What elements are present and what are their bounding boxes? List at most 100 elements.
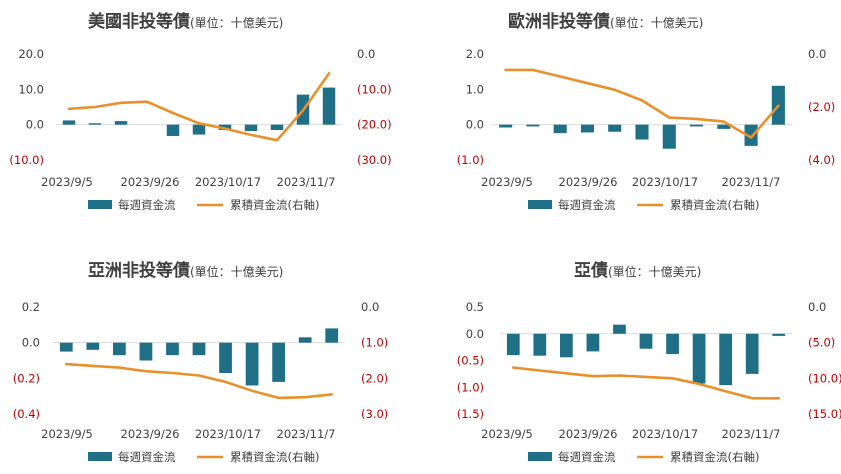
right-axis-tick: 0.0 (361, 300, 379, 314)
left-axis-tick: 0.0 (26, 118, 44, 132)
x-axis-tick: 2023/9/5 (41, 427, 93, 441)
flow-bar (613, 324, 626, 334)
right-axis-tick: (5.0) (808, 336, 835, 350)
x-axis-tick: 2023/9/26 (121, 427, 180, 441)
legend: 每週資金流 累積資金流(右軸) (88, 198, 319, 212)
flow-bar (112, 342, 126, 356)
flow-bar (553, 124, 567, 134)
flow-bar (245, 342, 259, 386)
legend-line-label: 累積資金流(右軸) (230, 198, 319, 212)
left-axis-tick: (1.0) (457, 153, 484, 167)
x-axis-tick: 2023/9/26 (121, 175, 180, 189)
legend-line-label: 累積資金流(右軸) (230, 450, 319, 464)
chart-panel-4: 亞債(單位：十億美元) 0.5 0.0 (0.5) (1.0) (1.5) 0.0 (5.0)… (457, 260, 841, 464)
left-axis-tick: 10.0 (18, 82, 44, 96)
flow-bar (666, 333, 679, 355)
chart-title-main: 美國非投等債 (88, 11, 190, 32)
left-axis-tick: (0.5) (457, 354, 484, 368)
flow-bar (639, 333, 653, 349)
legend: 每週資金流 累積資金流(右軸) (528, 198, 759, 212)
legend-bar-swatch (88, 200, 112, 209)
left-axis-tick: (1.0) (457, 380, 484, 394)
left-axis-tick: 0.0 (466, 327, 484, 341)
flow-bar (219, 342, 232, 373)
legend-line-label: 累積資金流(右軸) (670, 450, 759, 464)
chart-panel-3: 亞洲非投等債(單位：十億美元) 0.2 0.0 (0.2) (0.4) 0.0 (1.0) (… (13, 260, 389, 464)
right-axis-tick: (4.0) (808, 153, 835, 167)
right-axis-tick: (2.0) (361, 371, 388, 385)
left-axis-tick: 2.0 (466, 47, 484, 61)
flow-bar (635, 124, 649, 140)
chart-title: 歐洲非投等債(單位：十億美元) (508, 11, 703, 32)
flow-bar (192, 342, 206, 356)
left-axis-tick: (1.5) (457, 407, 484, 421)
flow-bar (506, 333, 520, 356)
flow-bar (580, 124, 594, 133)
right-axis-tick: (15.0) (808, 407, 841, 421)
flow-bar (526, 124, 540, 127)
x-axis-tick: 2023/11/7 (277, 427, 336, 441)
right-axis-tick: (30.0) (357, 153, 392, 167)
x-axis-tick: 2023/9/26 (559, 427, 618, 441)
left-axis-tick: (10.0) (9, 153, 44, 167)
flow-bar (59, 342, 73, 352)
flow-bar (139, 342, 153, 361)
chart-title-main: 亞債 (574, 260, 608, 281)
flow-bar (692, 333, 706, 384)
flow-bar (192, 124, 206, 135)
left-axis-tick: 0.5 (466, 300, 484, 314)
right-axis-tick: (10.0) (357, 82, 392, 96)
legend-bar-swatch (528, 200, 552, 209)
flow-bar (745, 333, 759, 374)
chart-title-main: 歐洲非投等債 (508, 11, 610, 32)
legend-bar-swatch (88, 452, 112, 461)
right-axis-tick: 0.0 (808, 300, 826, 314)
right-axis-tick: (3.0) (361, 407, 388, 421)
legend-bar-swatch (528, 452, 552, 461)
x-axis-tick: 2023/11/7 (722, 175, 781, 189)
chart-panel-1: 美國非投等債(單位：十億美元) 20.0 10.0 0.0 (10.0) 0.0 (10.0… (9, 11, 391, 212)
left-axis-tick: (0.2) (13, 371, 40, 385)
flow-bar (586, 333, 600, 352)
x-axis-tick: 2023/9/5 (481, 175, 533, 189)
legend-bar-label: 每週資金流 (118, 450, 176, 464)
chart-title: 亞債(單位：十億美元) (574, 260, 701, 281)
left-axis-tick: 0.2 (22, 300, 40, 314)
flow-bar (272, 342, 286, 382)
legend-bar-label: 每週資金流 (118, 198, 176, 212)
right-axis-tick: (1.0) (361, 336, 388, 350)
flow-bar (298, 337, 312, 343)
legend-bar-label: 每週資金流 (558, 198, 616, 212)
flow-bar (114, 121, 128, 125)
flow-bar (690, 124, 704, 127)
chart-title: 美國非投等債(單位：十億美元) (88, 11, 283, 32)
legend-bar-label: 每週資金流 (558, 450, 616, 464)
flow-bar (270, 124, 284, 130)
right-axis-tick: (10.0) (808, 371, 841, 385)
x-axis-tick: 2023/10/17 (632, 175, 698, 189)
flow-bar (744, 124, 758, 146)
chart-title-unit: (單位：十億美元) (190, 15, 283, 30)
left-axis-tick: 0.0 (22, 336, 40, 350)
flow-bar (166, 124, 180, 136)
x-axis-tick: 2023/10/17 (195, 175, 261, 189)
x-axis-tick: 2023/9/5 (41, 175, 93, 189)
x-axis-tick: 2023/11/7 (722, 427, 781, 441)
x-axis-tick: 2023/10/17 (195, 427, 261, 441)
flow-bar (166, 342, 179, 356)
flow-bar (662, 124, 676, 149)
left-axis-tick: 20.0 (18, 47, 44, 61)
flow-bar (244, 124, 258, 132)
legend: 每週資金流 累積資金流(右軸) (528, 450, 759, 464)
flow-bar (533, 333, 547, 356)
right-axis-tick: (20.0) (357, 118, 392, 132)
x-axis-tick: 2023/10/17 (632, 427, 698, 441)
chart-title: 亞洲非投等債(單位：十億美元) (88, 260, 283, 281)
right-axis-tick: (2.0) (808, 100, 835, 114)
x-axis-tick: 2023/9/5 (481, 427, 533, 441)
left-axis-tick: 0.0 (466, 118, 484, 132)
chart-title-unit: (單位：十億美元) (608, 264, 701, 279)
right-axis-tick: 0.0 (357, 47, 375, 61)
flow-bar (86, 342, 100, 350)
legend-line-label: 累積資金流(右軸) (670, 198, 759, 212)
